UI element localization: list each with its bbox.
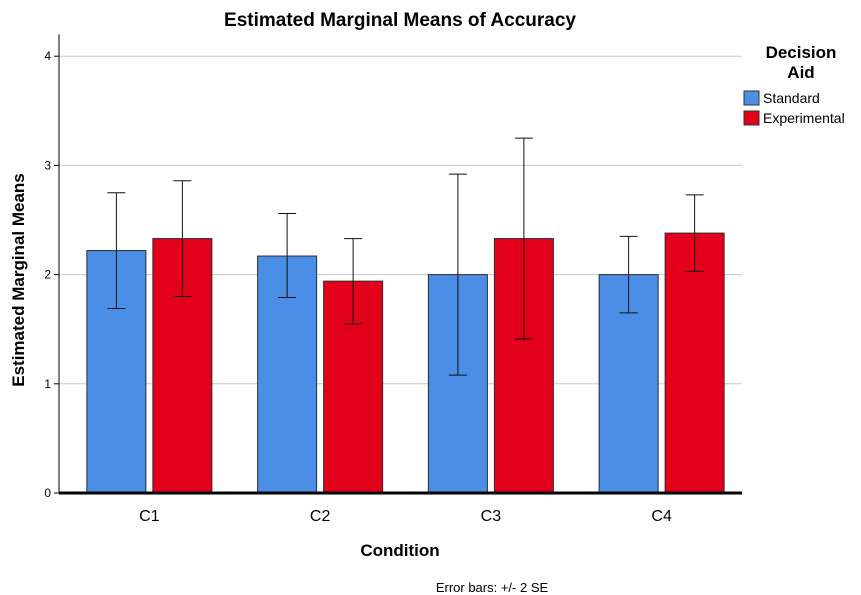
y-tick-label: 3 [44,158,51,172]
error-bar-standard-c1 [107,192,126,309]
x-tick-label-c4: C4 [651,508,672,525]
error-bar-experimental-c3 [514,137,533,340]
error-bars [107,137,704,376]
x-tick-label-c2: C2 [310,508,331,525]
y-tick-label: 0 [44,486,51,500]
error-bar-experimental-c2 [344,238,363,325]
error-bar-standard-c2 [278,212,297,299]
legend-swatch-standard [743,90,760,106]
error-bar-experimental-c4 [685,194,704,272]
legend-label-experimental: Experimental [763,110,845,126]
error-bar-standard-c4 [619,235,638,314]
chart-title: Estimated Marginal Means of Accuracy [224,10,576,31]
x-axis-ticks: C1 C2 C3 C4 [139,508,672,525]
x-tick-label-c3: C3 [481,508,502,525]
error-bar-standard-c3 [448,173,467,376]
legend: Decision Aid Standard Experimental [743,43,845,126]
y-axis-ticks: 0 1 2 3 4 [44,49,59,500]
legend-label-standard: Standard [763,90,820,106]
error-bar-experimental-c1 [173,180,192,297]
legend-title-line-1: Decision [766,43,837,62]
legend-title-line-2: Aid [787,63,814,82]
legend-swatch-experimental [743,110,760,126]
y-tick-label: 2 [44,268,51,282]
x-tick-label-c1: C1 [139,508,160,525]
y-tick-label: 4 [44,49,51,63]
x-axis-title: Condition [360,541,439,560]
error-bar-note: Error bars: +/- 2 SE [436,580,549,595]
y-axis-title: Estimated Marginal Means [9,173,28,387]
bar-experimental-c4 [664,232,725,494]
y-tick-label: 1 [44,377,51,391]
